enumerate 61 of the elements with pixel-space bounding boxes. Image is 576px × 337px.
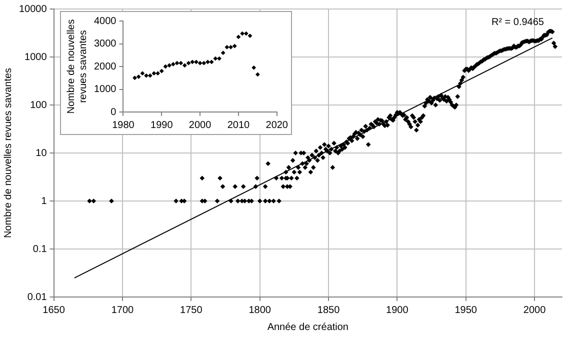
x-tick-label: 1850 [317, 304, 340, 316]
point [224, 44, 230, 50]
point [178, 60, 184, 66]
x-tick-label: 2020 [266, 120, 288, 131]
y-tick-label: 100 [30, 100, 48, 111]
y-tick-label: 10000 [18, 4, 48, 15]
point [209, 60, 214, 64]
point [228, 44, 233, 50]
point [182, 63, 187, 68]
point [248, 34, 252, 38]
point [148, 73, 152, 78]
x-tick-label: 1650 [42, 304, 66, 316]
y-axis-title: Nombre de nouvelles revues savantes [66, 19, 89, 114]
x-tick-label: 1980 [112, 120, 135, 131]
x-tick-label: 2000 [523, 304, 546, 316]
x-axis-title: Année de création [267, 322, 348, 333]
point [236, 34, 241, 40]
y-tick-label: 1000 [24, 52, 48, 63]
y-tick-label: 0 [110, 106, 117, 118]
point [240, 31, 245, 36]
point [186, 60, 191, 66]
x-tick-label: 1990 [150, 120, 174, 131]
y-axis-title: Nombre de nouvelles revues savantes [2, 68, 14, 238]
x-tick-label: 1700 [111, 304, 134, 316]
point [194, 60, 198, 64]
annotation: R² = 0.9465 [491, 16, 544, 28]
y-tick-label: 3000 [94, 38, 117, 50]
y-tick-label: 1 [41, 196, 48, 207]
y-tick-label: 4000 [94, 16, 117, 27]
x-tick-label: 2010 [227, 120, 250, 131]
point [163, 64, 168, 69]
point [170, 62, 176, 66]
point [202, 60, 206, 66]
x-tick-label: 1950 [454, 304, 478, 316]
point [213, 56, 218, 61]
point [167, 63, 172, 68]
point [156, 71, 160, 76]
point [140, 71, 145, 76]
y-tick-label: 0.1 [32, 244, 48, 255]
point [206, 60, 210, 64]
y-tick-label: 1000 [94, 84, 117, 95]
point [159, 68, 164, 74]
y-tick-label: 2000 [94, 61, 117, 72]
x-tick-label: 2000 [188, 120, 212, 131]
point [190, 60, 195, 64]
point [252, 65, 256, 70]
point [232, 44, 237, 48]
x-tick-label: 1800 [248, 304, 272, 316]
point [174, 60, 180, 66]
x-tick-label: 1750 [180, 304, 203, 316]
point [132, 76, 137, 80]
point [136, 74, 141, 79]
point [255, 72, 260, 77]
y-tick-label: 10 [36, 148, 48, 159]
point [220, 50, 226, 56]
point [198, 60, 202, 66]
point [244, 31, 248, 36]
y-tick-label: 0.01 [27, 292, 48, 303]
point [152, 71, 156, 76]
x-tick-label: 1900 [386, 304, 409, 316]
point [144, 73, 148, 78]
